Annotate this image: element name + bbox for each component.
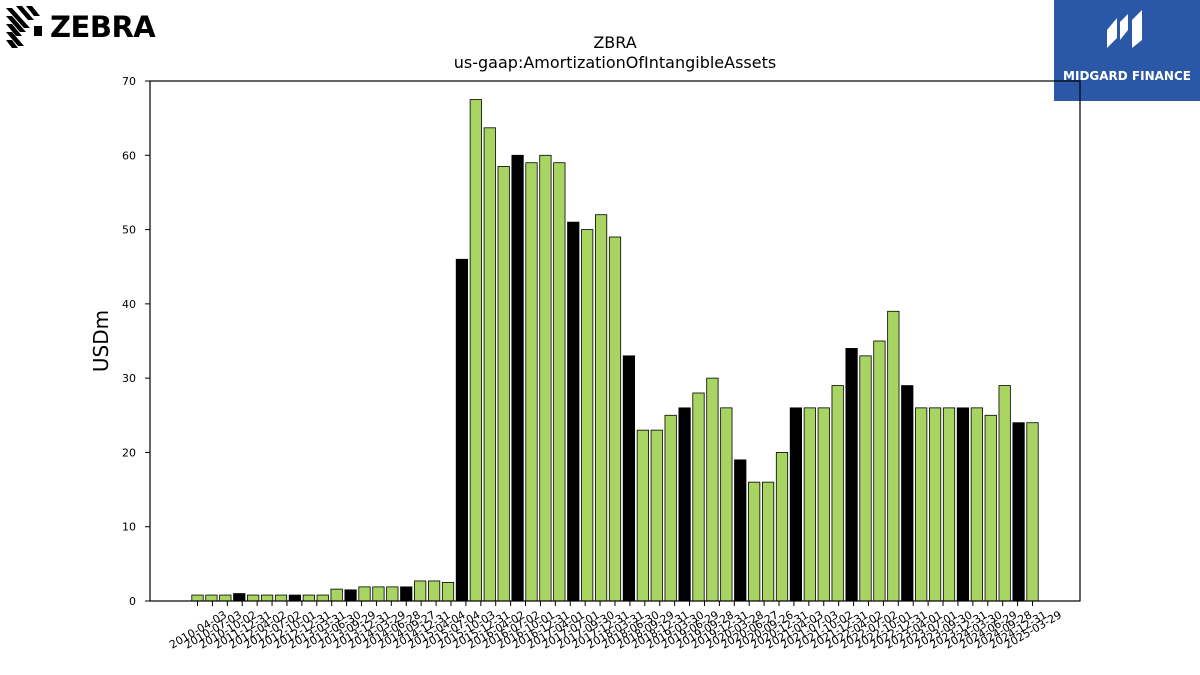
bar <box>441 582 455 602</box>
bar <box>525 162 538 602</box>
bar <box>414 580 427 602</box>
bar <box>664 414 677 602</box>
bar <box>386 586 399 602</box>
bar <box>427 580 441 602</box>
y-tick-label: 60 <box>122 149 136 162</box>
bar <box>942 407 956 602</box>
bar <box>998 385 1011 602</box>
bar <box>608 236 622 602</box>
bar <box>205 594 218 602</box>
bar <box>678 407 691 602</box>
zebra-stripes-icon <box>6 6 42 48</box>
bar <box>483 127 496 602</box>
y-axis-label: USDm <box>89 310 113 372</box>
bar <box>775 452 789 602</box>
bar <box>302 594 315 602</box>
y-tick-label: 10 <box>122 521 136 534</box>
bar <box>748 481 761 602</box>
bar <box>511 154 524 602</box>
bar <box>650 429 663 602</box>
bar <box>372 586 385 602</box>
bar <box>358 586 371 602</box>
bar <box>692 392 705 602</box>
midgard-finance-logo: MIDGARD FINANCE <box>1054 0 1200 101</box>
bar <box>845 348 858 602</box>
bar <box>915 407 928 602</box>
zebra-logo-text: ZEBRA <box>50 10 156 44</box>
bar <box>1026 422 1039 602</box>
bar <box>567 221 580 602</box>
bar <box>553 162 566 602</box>
bar <box>400 586 413 602</box>
bar <box>219 594 232 602</box>
bar <box>761 481 775 602</box>
zebra-logo <box>4 4 154 52</box>
bar <box>817 407 830 602</box>
bar <box>984 414 997 602</box>
bar <box>288 594 302 602</box>
bar <box>469 99 482 602</box>
bar <box>497 166 510 602</box>
bar <box>901 385 914 602</box>
bar <box>344 589 357 602</box>
bar <box>831 385 844 602</box>
x-axis: 2010-04-032010-07-032010-10-022011-12-31… <box>167 601 1064 652</box>
bar <box>956 407 970 602</box>
bar <box>247 594 260 602</box>
bar-series <box>191 99 1039 602</box>
bar <box>859 355 872 602</box>
bar <box>233 593 246 602</box>
bar <box>720 407 733 602</box>
bar <box>928 407 942 602</box>
bar <box>734 459 747 602</box>
bar <box>455 258 469 602</box>
midgard-finance-text: MIDGARD FINANCE <box>1063 69 1191 83</box>
bar <box>887 310 900 602</box>
y-tick-label: 30 <box>122 372 136 385</box>
y-tick-label: 20 <box>122 446 136 459</box>
bar <box>970 407 983 602</box>
chart-title: ZBRA <box>593 33 636 52</box>
bar <box>316 594 329 602</box>
bar <box>622 355 636 602</box>
plot-frame <box>149 80 1081 602</box>
midgard-m-icon <box>1107 10 1142 48</box>
y-tick-label: 0 <box>129 595 136 608</box>
bar <box>581 229 594 602</box>
bar <box>873 340 886 602</box>
y-tick-label: 70 <box>122 75 136 88</box>
bar <box>260 594 274 602</box>
bar <box>274 594 288 602</box>
y-axis: 0 10 20 30 40 50 60 70 <box>122 75 150 608</box>
bar <box>191 594 204 602</box>
bar <box>706 377 719 602</box>
bar <box>803 407 816 602</box>
y-tick-label: 50 <box>122 224 136 237</box>
bar <box>330 588 343 602</box>
bar <box>539 154 552 602</box>
bar <box>1012 422 1025 602</box>
y-tick-label: 40 <box>122 298 136 311</box>
bar <box>789 407 803 602</box>
bar <box>636 429 649 602</box>
chart-subtitle: us-gaap:AmortizationOfIntangibleAssets <box>454 53 776 72</box>
bar <box>594 214 608 602</box>
